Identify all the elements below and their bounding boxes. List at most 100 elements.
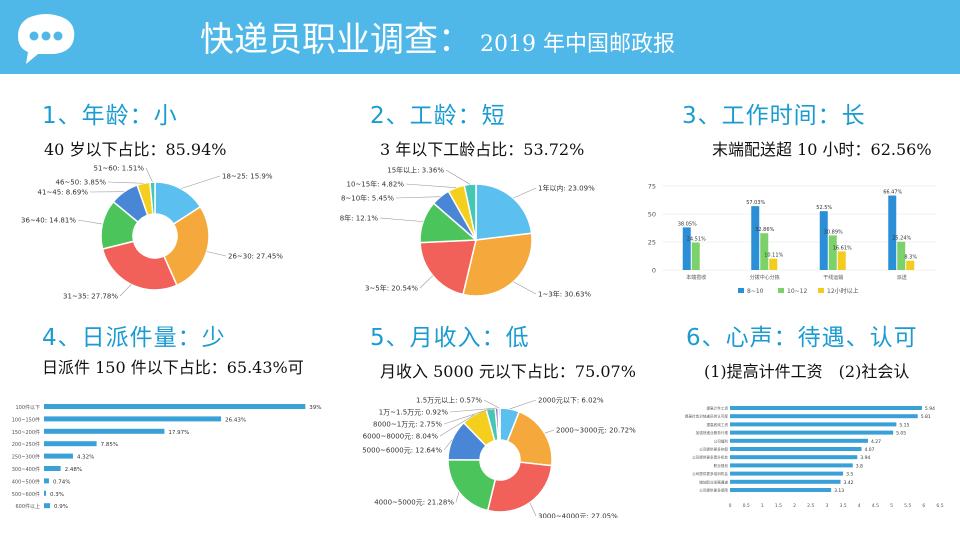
tenure-slice-label: 1~3年: 30.63%: [538, 290, 591, 299]
income-leader-line: [439, 414, 475, 437]
wishes-category-label: 公司提供更多保障: [699, 488, 728, 493]
title-main: 快递员职业调查：: [200, 20, 472, 60]
volume-bar: [44, 503, 51, 509]
hours-bar: [751, 206, 760, 270]
wishes-bar-label: 4.07: [864, 447, 874, 453]
wishes-bar-label: 3.42: [843, 480, 853, 486]
wishes-bar-label: 5.05: [896, 431, 906, 437]
income-slice: [486, 461, 553, 513]
income-leader-line: [443, 439, 453, 451]
hours-bar: [760, 233, 769, 270]
hours-legend-label: 10~12: [787, 288, 807, 295]
stat-income: 月收入 5000 元以下占比：75.07%: [380, 362, 636, 381]
income-slice-label: 5000~6000元: 12.64%: [362, 447, 442, 455]
volume-bar-label: 4.32%: [77, 455, 94, 461]
wishes-x-tick: 0: [729, 503, 732, 509]
wishes-bar-label: 5.81: [921, 414, 931, 420]
hours-legend-label: 12小时以上: [827, 287, 859, 295]
income-slice-label: 4000~5000元: 21.28%: [374, 499, 454, 507]
volume-bar-label: 7.85%: [101, 442, 118, 448]
tenure-leader-line: [445, 169, 471, 185]
hours-bar: [691, 242, 700, 270]
wishes-bar-chart: 提高计件工资 5.94 提高社会对快递员的认可度 5.81 提高底线工资 5.15 加强快递…: [685, 406, 944, 510]
hours-y-tick: 75: [648, 183, 656, 191]
tenure-slice-label: 8~10年: 5.45%: [341, 194, 394, 203]
income-slice-label: 3000~4000元: 27.05%: [538, 513, 618, 519]
age-slice-label: 18~25: 15.9%: [222, 173, 273, 181]
chat-bubble-icon: [18, 14, 75, 64]
volume-bar: [44, 490, 47, 496]
hours-bar-label: 24.51%: [687, 237, 706, 243]
age-slice-label: 51~60: 1.51%: [93, 165, 144, 173]
hours-bar-label: 66.47%: [883, 190, 902, 196]
volume-category-label: 500~600件: [12, 491, 40, 498]
age-leader-line: [119, 284, 132, 297]
page-title: 快递员职业调查： 2019 年中国邮政报: [200, 12, 675, 61]
wishes-x-tick: 2.5: [807, 503, 814, 509]
tenure-pie-chart: 1年以内: 23.09% 1~3年: 30.63% 3~5年: 20.54% 5~8年…: [340, 166, 595, 299]
stat-tenure: 3 年以下工龄占比：53.72%: [380, 140, 585, 159]
income-slice: [497, 407, 501, 441]
volume-category-label: 100~150件: [12, 416, 40, 423]
tenure-slice-label: 5~8年: 12.1%: [340, 214, 378, 223]
income-leader-line: [509, 399, 537, 410]
volume-category-label: 150~200件: [12, 429, 40, 436]
wishes-bar: [730, 447, 862, 451]
tenure-leader-line: [513, 281, 537, 295]
age-slice-label: 26~30: 27.45%: [228, 253, 283, 261]
wishes-category-label: 提高社会对快递员的认可度: [685, 414, 729, 419]
hours-bar: [682, 227, 691, 270]
wishes-category-label: 提高底线工资: [706, 422, 728, 427]
wishes-category-label: 公司提供更多休假: [699, 447, 728, 452]
wishes-x-tick: 4.5: [872, 503, 879, 509]
income-slice-label: 2000~3000元: 20.72%: [556, 427, 636, 435]
income-leader-line: [544, 429, 555, 434]
hours-bar-label: 30.89%: [824, 229, 843, 235]
income-slice-label: 6000~8000元: 8.04%: [363, 433, 439, 441]
tenure-leader-line: [405, 183, 457, 188]
wishes-x-tick: 5.5: [904, 503, 911, 509]
hours-bar-label: 10.11%: [764, 253, 783, 259]
volume-category-label: 600件以上: [15, 503, 40, 510]
hours-legend-label: 8~10: [747, 288, 764, 295]
income-slice-label: 8000~1万元: 2.75%: [373, 421, 442, 429]
hours-bar: [897, 241, 906, 270]
wishes-bar: [730, 414, 918, 419]
hours-x-label: 派送: [897, 274, 907, 281]
volume-bar-label: 39%: [309, 405, 321, 411]
age-leader-line: [145, 167, 153, 183]
volume-bar-label: 17.97%: [168, 430, 189, 436]
age-slice-label: 31~35: 27.78%: [63, 293, 118, 301]
hours-legend-swatch: [818, 288, 824, 293]
wishes-x-tick: 6.5: [936, 503, 943, 509]
hours-x-label: 本端揽收: [686, 274, 706, 281]
wishes-bar-label: 3.13: [834, 488, 844, 494]
stat-age: 40 岁以下占比：85.94%: [44, 140, 227, 159]
tenure-leader-line: [513, 187, 537, 199]
age-slice: [101, 240, 178, 291]
income-donut-chart: 2000元以下: 6.02% 2000~3000元: 20.72% 3000~400…: [362, 396, 636, 519]
age-slice-label: 36~40: 14.81%: [21, 217, 76, 225]
volume-category-label: 400~500件: [12, 478, 40, 485]
hours-bar-chart: 0 25 50 75 本端揽收 38.05% 24.51% 分拨中心分拣 57.03% 32.86…: [648, 183, 936, 295]
volume-bar: [44, 453, 73, 459]
wishes-x-tick: 4: [858, 503, 861, 509]
title-source: 2019 年中国邮政报: [480, 32, 675, 57]
wishes-category-label: 公司提供更多培训机会: [692, 471, 728, 476]
age-slice: [149, 181, 156, 215]
tenure-leader-line: [379, 217, 424, 222]
wishes-x-tick: 1: [761, 503, 764, 509]
volume-bar-label: 0.9%: [54, 504, 68, 510]
wishes-bar-label: 3.5: [846, 472, 853, 478]
wishes-category-label: 提高计件工资: [706, 406, 728, 411]
age-leader-line: [206, 251, 227, 257]
hours-bar: [888, 195, 897, 270]
hours-bar: [837, 251, 846, 270]
wishes-x-tick: 5: [890, 503, 893, 509]
volume-bar: [44, 478, 49, 484]
age-slice: [162, 205, 210, 287]
volume-bar-label: 2.48%: [65, 467, 82, 473]
wishes-bar: [730, 438, 868, 443]
volume-category-label: 300~400件: [12, 466, 40, 473]
income-slice: [506, 410, 553, 467]
